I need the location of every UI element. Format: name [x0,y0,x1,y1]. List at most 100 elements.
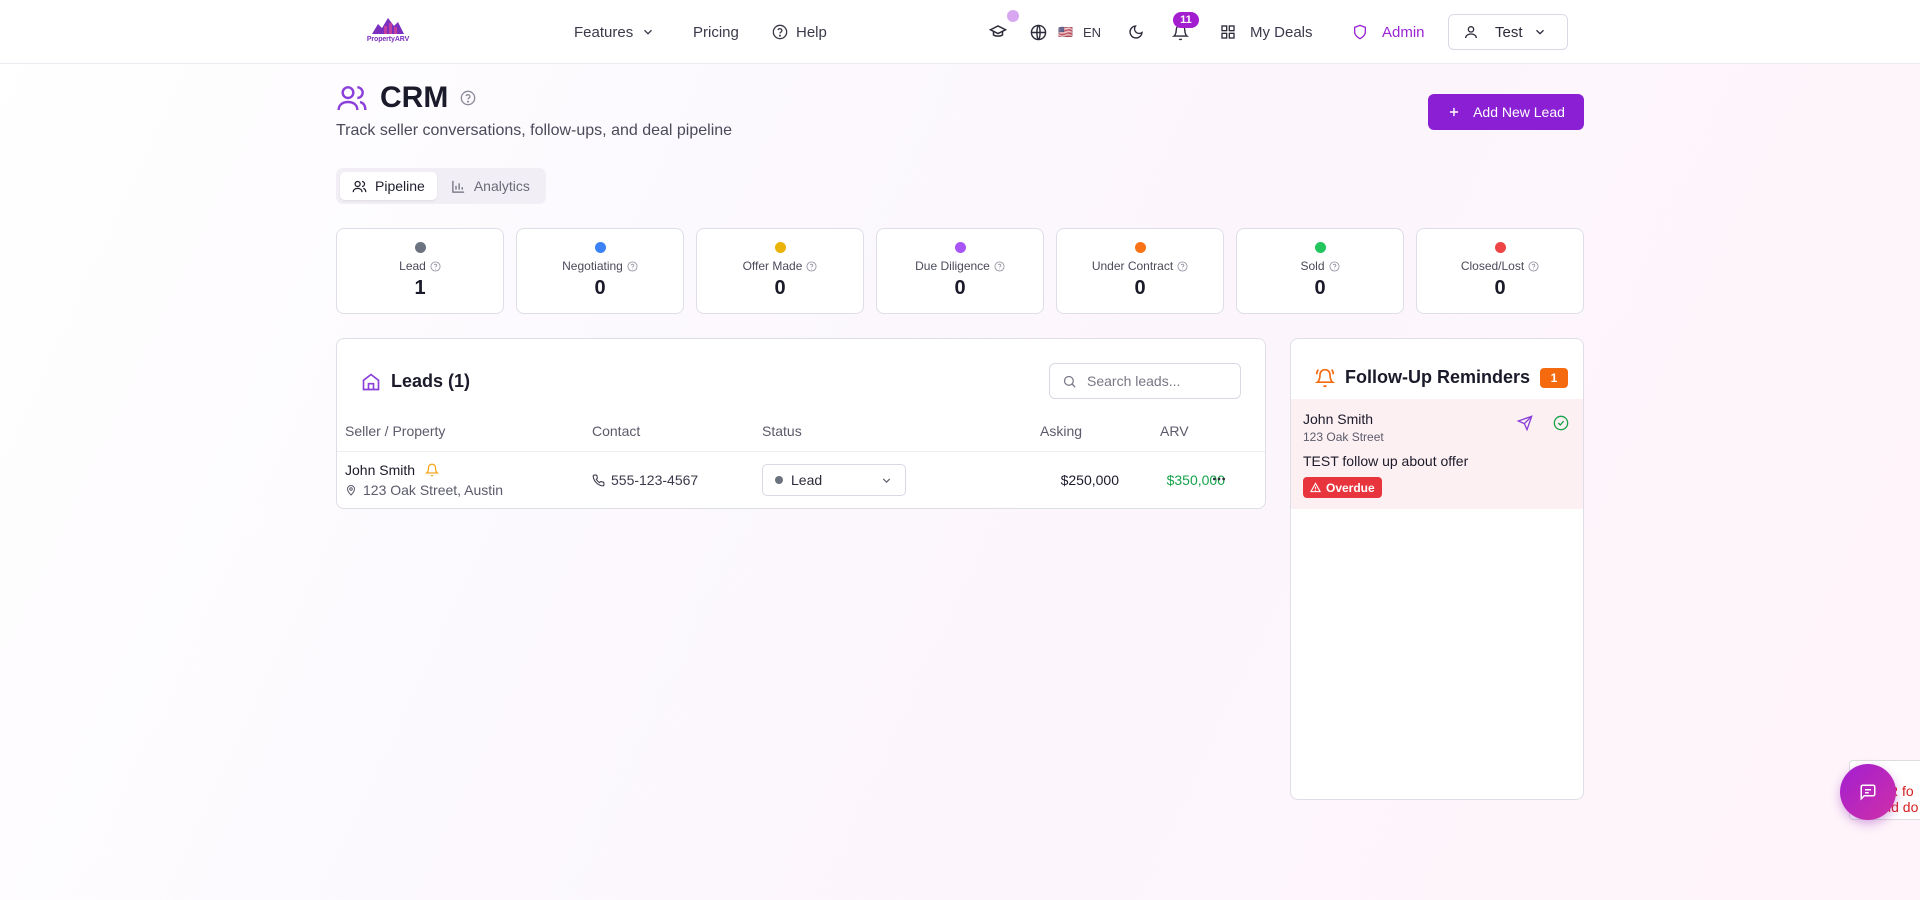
stage-count: 0 [1494,277,1506,299]
overdue-label: Overdue [1326,480,1375,495]
stage-card-6[interactable]: Closed/Lost 0 [1416,228,1584,314]
stage-dot [954,242,966,253]
tab-analytics[interactable]: Analytics [439,172,542,200]
reminder-item[interactable]: John Smith 123 Oak Street TEST follow up… [1291,399,1583,509]
leads-header: Leads (1) [361,371,470,392]
column-header-status: Status [762,423,802,439]
stage-label-row: Negotiating [517,259,683,273]
stage-card-3[interactable]: Due Diligence 0 [876,228,1044,314]
row-actions-button[interactable] [1211,471,1227,487]
stage-label: Lead [399,259,426,273]
message-square-icon [1860,784,1876,801]
stage-count: 1 [414,277,426,299]
help-circle-icon[interactable] [806,260,817,272]
help-circle-icon[interactable] [627,260,638,272]
leads-panel: Leads (1) Seller / Property Contact Stat… [336,338,1266,509]
column-header-arv: ARV [1160,423,1189,439]
learn-button[interactable] [987,21,1009,43]
nav-my-deals[interactable]: My Deals [1220,0,1313,64]
stage-card-2[interactable]: Offer Made 0 [696,228,864,314]
language-globe-button[interactable] [1027,21,1049,43]
send-reminder-button[interactable] [1517,415,1533,431]
view-tabs: Pipeline Analytics [336,168,546,204]
nav-help[interactable]: Help [772,0,827,64]
side-tab-text-2: ld do [1888,799,1919,815]
stage-label: Under Contract [1091,259,1174,273]
stage-dot [594,242,606,253]
bell-ring-icon [1315,368,1335,387]
stage-card-1[interactable]: Negotiating 0 [516,228,684,314]
stage-dot [414,242,426,253]
follow-up-reminders-panel: Follow-Up Reminders 1 John Smith 123 Oak… [1290,338,1584,800]
reminders-title: Follow-Up Reminders [1345,367,1531,387]
send-icon [1517,415,1533,431]
page-subtitle: Track seller conversations, follow-ups, … [336,122,733,139]
stage-label: Sold [1300,259,1325,273]
user-name: Test [1495,23,1523,41]
stage-count: 0 [1314,277,1326,299]
users-icon [336,82,368,114]
reminder-note: TEST follow up about offer [1303,453,1469,469]
notification-count-badge: 11 [1173,12,1199,28]
help-circle-icon[interactable] [460,90,476,106]
language-code: EN [1082,24,1102,40]
chat-button[interactable] [1840,764,1896,820]
column-header-seller: Seller / Property [345,423,446,439]
help-circle-icon[interactable] [430,260,441,272]
check-circle-icon [1553,415,1569,431]
tab-analytics-label: Analytics [473,178,530,194]
stage-label-row: Sold [1237,259,1403,273]
nav-features[interactable]: Features [574,0,655,64]
nav-admin[interactable]: Admin [1352,0,1425,64]
lead-name: John Smith [345,462,416,478]
stage-label-row: Closed/Lost [1417,259,1583,273]
stage-label-row: Lead [337,259,503,273]
lead-asking-price: $250,000 [1060,472,1119,488]
stage-count: 0 [954,277,966,299]
reminder-name: John Smith [1303,411,1374,427]
brand-logo[interactable]: PropertyARV [364,14,412,48]
top-navbar: PropertyARV Features Pricing Help 🇺🇸 EN … [0,0,1920,64]
overdue-badge: Overdue [1303,477,1382,498]
search-input[interactable] [1087,373,1227,389]
stage-dot [774,242,786,253]
tab-pipeline[interactable]: Pipeline [340,172,437,200]
add-new-lead-label: Add New Lead [1473,104,1565,120]
complete-reminder-button[interactable] [1553,415,1569,431]
bar-chart-icon [452,180,464,193]
help-circle-icon[interactable] [994,260,1005,272]
alert-triangle-icon [1310,482,1321,493]
stage-count: 0 [1134,277,1146,299]
table-header-divider [337,451,1265,452]
theme-toggle[interactable] [1125,21,1147,43]
stage-card-4[interactable]: Under Contract 0 [1056,228,1224,314]
reminder-address: 123 Oak Street [1303,430,1384,444]
logo-icon [372,18,404,34]
grid-icon [1221,25,1235,39]
user-icon [1465,26,1477,39]
stage-dot [1494,242,1506,253]
nav-help-label: Help [796,23,827,41]
nav-pricing[interactable]: Pricing [693,0,739,64]
lead-arv: $350,000 [1166,472,1225,488]
add-new-lead-button[interactable]: Add New Lead [1428,94,1584,130]
chevron-down-icon [1535,29,1544,35]
stage-card-5[interactable]: Sold 0 [1236,228,1404,314]
help-circle-icon[interactable] [1328,260,1340,272]
nav-features-label: Features [574,23,634,41]
flag-icon: 🇺🇸 [1058,25,1073,39]
graduation-cap-icon [989,25,1007,37]
leads-title: Leads (1) [391,371,471,391]
nav-pricing-label: Pricing [693,23,739,41]
user-menu-button[interactable]: Test [1448,14,1568,50]
lead-contact[interactable]: 555-123-4567 [592,472,698,488]
stage-count: 0 [774,277,786,299]
help-circle-icon[interactable] [1528,260,1539,272]
search-leads-field[interactable] [1049,363,1241,399]
page-title: CRM [380,81,449,114]
help-circle-icon[interactable] [1177,260,1188,272]
bell-icon [425,463,440,477]
language-selector[interactable]: 🇺🇸 EN [1058,0,1101,64]
lead-status-select[interactable]: Lead [762,464,906,496]
stage-card-0[interactable]: Lead 1 [336,228,504,314]
